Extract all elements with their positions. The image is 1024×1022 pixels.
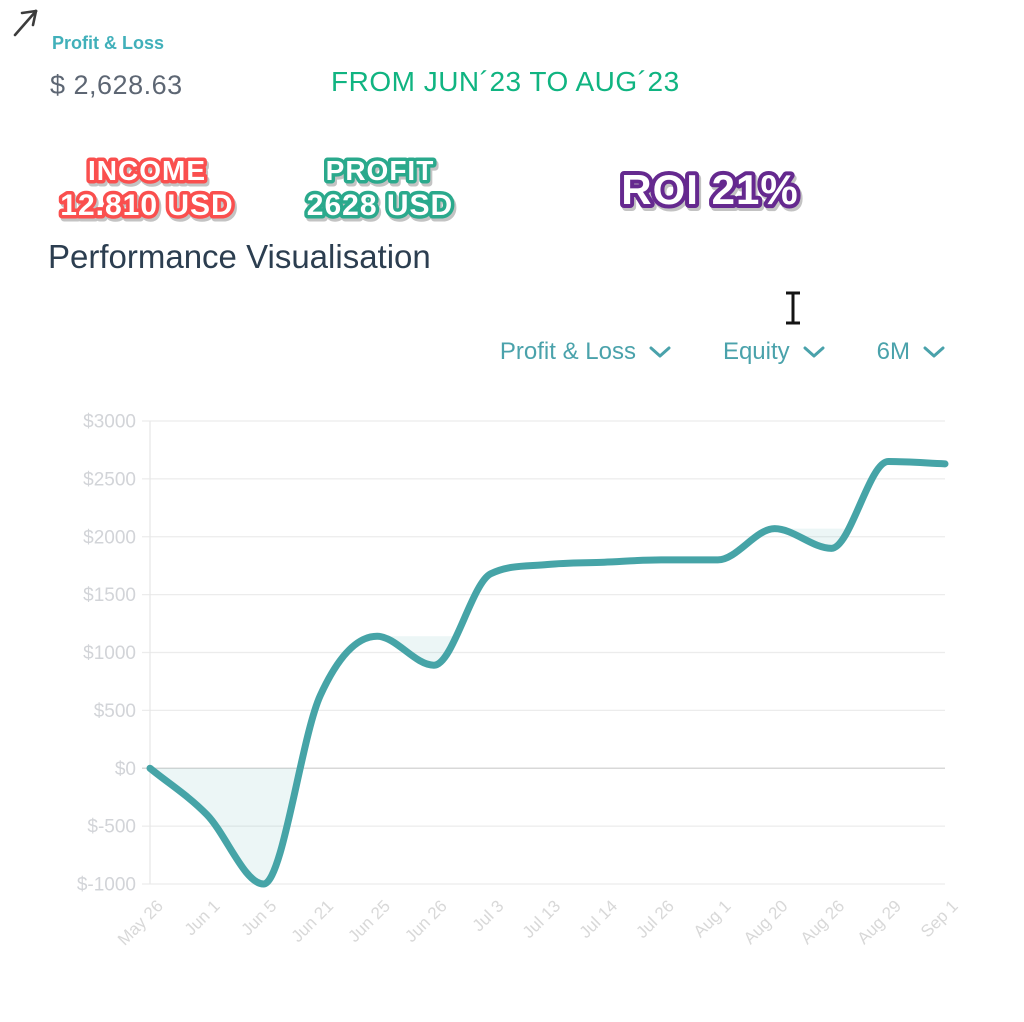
roi-badge-text: ROI 21% [621,166,798,213]
y-axis-label: $1000 [83,643,136,664]
arrow-cursor-icon [13,9,38,37]
y-axis-label: $0 [115,759,136,780]
x-axis-label: Jul 26 [632,896,678,942]
series-dropdown-label: Profit & Loss [499,338,636,365]
chart-filters: Profit & Loss Equity 6M [500,338,945,366]
x-axis-label: Aug 20 [740,896,792,948]
mode-dropdown-label: Equity [722,338,790,365]
income-badge: INCOME 12.810 USD [57,152,236,226]
x-axis-label: Aug 29 [854,896,906,948]
range-dropdown[interactable]: 6M [877,338,945,366]
period-banner: FROM JUN´23 TO AUG´23 [331,66,680,97]
ibeam-cursor-icon [786,291,800,325]
y-axis-label: $3000 [83,412,136,433]
x-axis-label: Jul 14 [576,896,622,942]
x-axis-label: Jun 1 [181,896,224,939]
roi-badge: ROI 21% [617,162,801,217]
y-axis-label: $-500 [87,817,136,838]
series-dropdown[interactable]: Profit & Loss [500,338,671,366]
x-axis-label: May 26 [114,896,167,949]
x-axis-label: Jul 3 [469,896,508,935]
profit-badge: PROFIT 2628 USD [303,152,455,226]
y-axis-label: $2500 [83,469,136,490]
performance-line-chart[interactable]: $3000 $2500 $2000 $1500 $1000 $500 $0 $-500 $-10… [0,395,1024,1022]
profit-badge-value: 2628 USD [307,189,453,222]
mode-dropdown[interactable]: Equity [723,338,825,366]
x-axis-label: Jul 13 [519,896,565,942]
x-axis-label: Jun 5 [238,896,281,939]
metric-label: Profit & Loss [52,33,165,53]
y-axis-label: $500 [94,701,136,722]
y-axis-label: $2000 [83,527,136,548]
section-title: Performance Visualisation [48,238,431,275]
profit-loss-line [146,458,949,888]
chevron-down-icon [923,346,945,357]
x-axis-label: Jun 26 [401,896,451,946]
x-axis-label: Jun 21 [288,896,338,946]
income-badge-value: 12.810 USD [60,189,233,222]
drawdown-area [150,461,945,884]
x-axis-label: Jun 25 [344,896,394,946]
x-axis-label: Sep 1 [917,896,962,941]
range-dropdown-label: 6M [876,338,910,365]
y-axis-label: $1500 [83,585,136,606]
metric-value: $ 2,628.63 [50,70,183,100]
x-axis-label: Aug 1 [690,896,735,941]
chevron-down-icon [803,346,825,357]
y-axis-label: $-1000 [77,875,136,896]
chevron-down-icon [649,346,671,357]
x-axis-label: Aug 26 [797,896,849,948]
profit-badge-title: PROFIT [326,155,435,186]
income-badge-title: INCOME [88,155,206,186]
